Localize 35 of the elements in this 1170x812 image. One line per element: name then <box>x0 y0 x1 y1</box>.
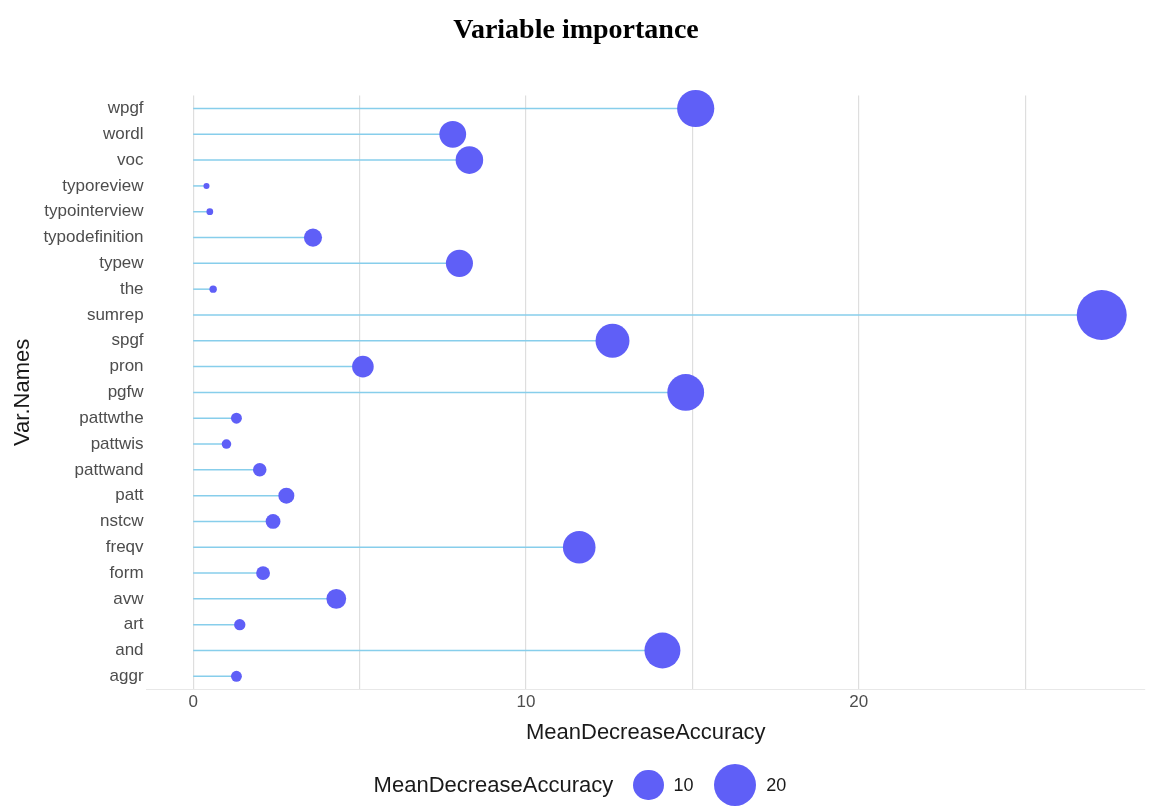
y-tick-label: pattwand <box>74 459 144 479</box>
legend-title: MeanDecreaseAccuracy <box>373 772 614 798</box>
x-tick-label: 20 <box>849 692 869 712</box>
x-axis-title: MeanDecreaseAccuracy <box>525 718 766 744</box>
y-tick-label: form <box>109 562 144 582</box>
y-tick-label: typointerview <box>44 201 145 221</box>
y-tick-label: nstcw <box>100 511 145 531</box>
legend-label: 10 <box>673 774 694 796</box>
y-tick-label: typew <box>99 253 145 273</box>
y-tick-label: freqv <box>105 536 145 556</box>
x-tick-label: 0 <box>188 692 198 712</box>
point <box>303 228 323 247</box>
y-tick-label: aggr <box>109 665 144 685</box>
y-tick-label: art <box>123 614 144 634</box>
chart-title: Variable importance <box>453 13 699 45</box>
y-tick-label: voc <box>117 149 145 169</box>
y-tick-label: patt <box>115 485 144 505</box>
y-tick-label: typodefinition <box>43 227 144 247</box>
y-tick-label: and <box>115 640 144 660</box>
y-tick-label: spgf <box>111 330 144 350</box>
y-tick-label: wordl <box>101 124 144 143</box>
y-tick-label: pron <box>109 356 144 376</box>
x-tick-label: 10 <box>516 692 536 712</box>
y-tick-label: typoreview <box>62 175 145 195</box>
y-tick-label: pattwis <box>90 433 144 453</box>
legend-label: 20 <box>766 774 787 796</box>
y-tick-label: sumrep <box>86 304 144 324</box>
y-tick-label: avw <box>113 588 145 608</box>
y-tick-label: pgfw <box>107 382 145 402</box>
y-tick-label: the <box>119 278 144 298</box>
point <box>326 588 347 609</box>
y-tick-label: pattwthe <box>79 407 144 427</box>
y-tick-label: wpgf <box>106 98 144 118</box>
point <box>278 487 295 504</box>
y-axis-title: Var.Names <box>9 338 35 446</box>
